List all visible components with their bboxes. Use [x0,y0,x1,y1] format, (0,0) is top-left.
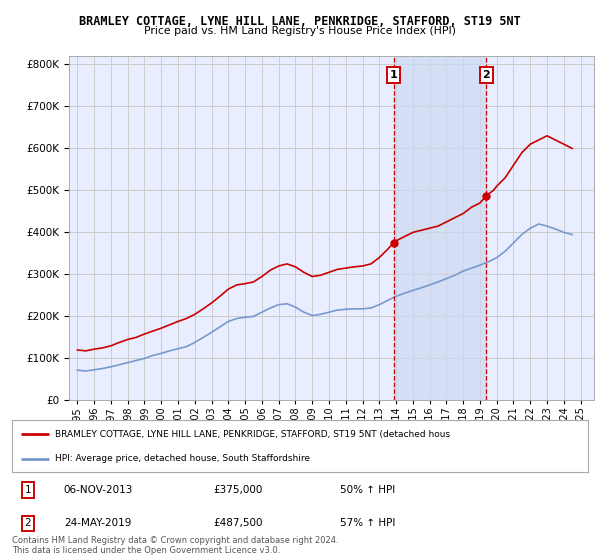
Text: BRAMLEY COTTAGE, LYNE HILL LANE, PENKRIDGE, STAFFORD, ST19 5NT (detached hous: BRAMLEY COTTAGE, LYNE HILL LANE, PENKRID… [55,430,451,439]
Text: 57% ↑ HPI: 57% ↑ HPI [340,519,395,529]
Text: 2: 2 [25,519,31,529]
Text: BRAMLEY COTTAGE, LYNE HILL LANE, PENKRIDGE, STAFFORD, ST19 5NT: BRAMLEY COTTAGE, LYNE HILL LANE, PENKRID… [79,15,521,28]
Text: £487,500: £487,500 [214,519,263,529]
Text: 1: 1 [25,485,31,495]
Text: 24-MAY-2019: 24-MAY-2019 [64,519,131,529]
Bar [394,56,487,400]
Text: HPI: Average price, detached house, South Staffordshire: HPI: Average price, detached house, Sout… [55,454,310,463]
Text: Contains HM Land Registry data © Crown copyright and database right 2024.: Contains HM Land Registry data © Crown c… [12,536,338,545]
Text: 1: 1 [389,70,397,80]
Text: 2: 2 [482,70,490,80]
Text: 06-NOV-2013: 06-NOV-2013 [64,485,133,495]
Text: This data is licensed under the Open Government Licence v3.0.: This data is licensed under the Open Gov… [12,547,280,556]
Text: Price paid vs. HM Land Registry's House Price Index (HPI): Price paid vs. HM Land Registry's House … [144,26,456,36]
Text: 50% ↑ HPI: 50% ↑ HPI [340,485,395,495]
Text: £375,000: £375,000 [214,485,263,495]
